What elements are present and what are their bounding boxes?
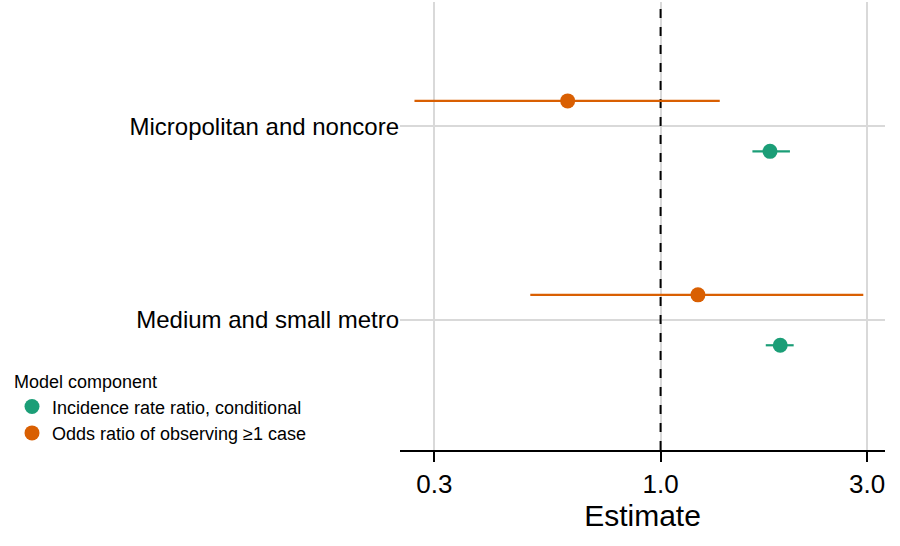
svg-text:3.0: 3.0: [849, 469, 885, 499]
svg-text:1.0: 1.0: [643, 469, 679, 499]
svg-text:Incidence rate ratio, conditio: Incidence rate ratio, conditional: [52, 398, 301, 418]
svg-text:Medium and small metro: Medium and small metro: [136, 306, 399, 333]
svg-text:Odds ratio of observing ≥1 cas: Odds ratio of observing ≥1 case: [52, 424, 306, 444]
svg-text:0.3: 0.3: [416, 469, 452, 499]
svg-text:Estimate: Estimate: [584, 499, 701, 532]
svg-text:Micropolitan and noncore: Micropolitan and noncore: [130, 113, 400, 140]
svg-text:Model component: Model component: [14, 372, 157, 392]
